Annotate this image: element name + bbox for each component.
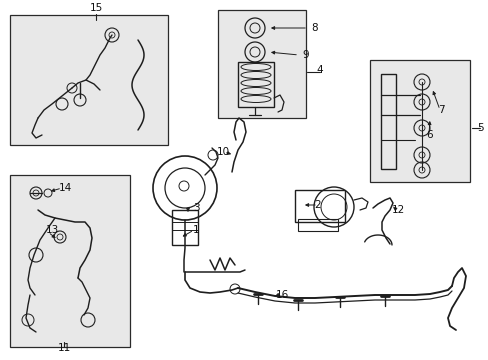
Text: 12: 12: [390, 205, 404, 215]
Text: 6: 6: [426, 130, 432, 140]
Bar: [10, 15, 168, 145]
Text: 13: 13: [45, 225, 59, 235]
Bar: [218, 10, 305, 118]
Text: 9: 9: [302, 50, 309, 60]
Text: 2: 2: [314, 200, 321, 210]
Text: 5: 5: [476, 123, 482, 133]
Bar: [10, 175, 130, 347]
Text: 1: 1: [192, 225, 199, 235]
Bar: [380, 74, 395, 169]
Text: 8: 8: [311, 23, 318, 33]
Text: 10: 10: [216, 147, 229, 157]
Text: 7: 7: [437, 105, 444, 115]
Text: 15: 15: [89, 3, 102, 13]
Bar: [238, 62, 273, 107]
Text: 3: 3: [192, 203, 199, 213]
Text: 16: 16: [275, 290, 288, 300]
Text: 14: 14: [58, 183, 71, 193]
Bar: [369, 60, 469, 182]
Text: 11: 11: [57, 343, 70, 353]
Bar: [172, 210, 198, 245]
Bar: [297, 219, 337, 231]
Bar: [294, 190, 345, 222]
Text: 4: 4: [316, 65, 323, 75]
